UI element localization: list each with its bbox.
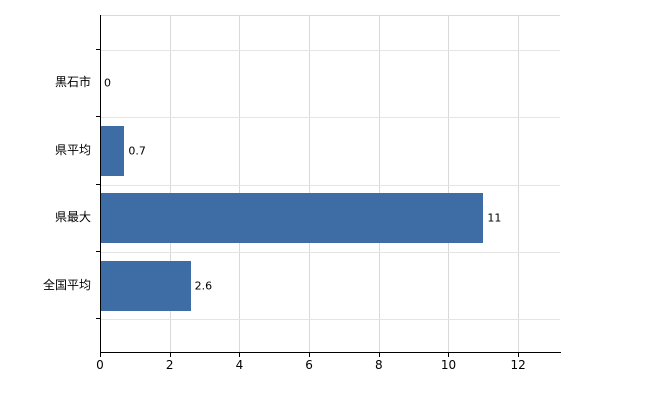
x-tick-label: 6 [305, 358, 313, 372]
gridline-y [100, 117, 560, 119]
x-tick-mark [239, 353, 241, 357]
category-label: 全国平均 [42, 277, 91, 292]
x-tick-mark [378, 353, 380, 357]
y-tick-mark [96, 318, 100, 320]
gridline-y [100, 251, 560, 253]
x-tick-mark [518, 353, 520, 357]
y-tick-mark [96, 183, 100, 185]
y-tick-mark [96, 48, 100, 50]
x-tick-label: 12 [510, 358, 526, 372]
bar-value-label: 0.7 [128, 144, 146, 158]
y-tick-mark [96, 250, 100, 252]
x-tick-mark [169, 353, 171, 357]
bar-県平均 [100, 125, 125, 176]
x-tick-label: 4 [235, 358, 244, 372]
category-label: 県最大 [54, 210, 91, 225]
x-tick-mark [448, 353, 450, 357]
plot-area: 0 0.7 11 2.6 [100, 15, 560, 353]
category-label: 黒石市 [54, 75, 91, 90]
bar-value-label: 2.6 [194, 279, 213, 293]
bar-value-label: 11 [487, 211, 502, 225]
category-label: 県平均 [54, 142, 91, 157]
y-tick-mark [96, 116, 100, 118]
bar-全国平均 [100, 260, 191, 311]
category-axis-labels: 黒石市県平均県最大全国平均 [0, 0, 94, 400]
x-tick-label: 0 [96, 358, 104, 372]
x-tick-label: 2 [165, 358, 174, 372]
y-axis-line [100, 15, 101, 353]
gridline-y [100, 319, 560, 321]
gridline-y [100, 49, 560, 51]
bar-value-label: 0 [104, 76, 111, 90]
x-tick-mark [309, 353, 311, 357]
x-tick-mark [100, 353, 101, 357]
x-axis-line [100, 352, 561, 353]
x-tick-label: 10 [440, 358, 457, 372]
bar-県最大 [100, 193, 484, 244]
gridline-y [100, 184, 560, 186]
x-tick-label: 8 [374, 358, 383, 372]
